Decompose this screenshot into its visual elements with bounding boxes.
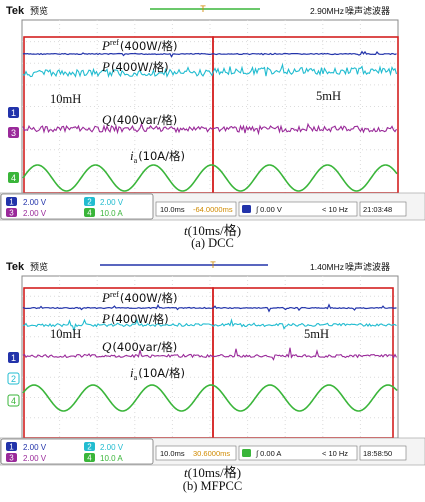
scope-screen-mfpcc: Tek 预览 T 1.40MHz 噪声滤波器 1 2 4 Pref(400W/格…: [0, 260, 425, 466]
svg-text:2.00 V: 2.00 V: [100, 443, 124, 452]
offset-readout[interactable]: 30.6000ms: [193, 449, 230, 458]
brand-logo: Tek: [6, 261, 25, 273]
time-axis-caption-a: t(10ms/格): [183, 223, 242, 238]
pref-annotation: Pref(400W/格): [101, 290, 178, 305]
pref-trace: [22, 50, 397, 58]
q-trace: [22, 122, 397, 136]
q-annotation: Q(400var/格): [102, 112, 177, 127]
right-inductance-label: 5mH: [316, 89, 341, 103]
clock-readout: 18:58:50: [363, 449, 392, 458]
svg-text:3: 3: [9, 209, 14, 218]
channel-4-marker[interactable]: 4: [8, 172, 19, 183]
figure-caption-a: (a) DCC: [191, 236, 234, 250]
pref-annotation: Pref(400W/格): [101, 38, 178, 53]
scope-screen-dcc: Tek 预览 T 2.90MHz 噪声滤波器 1 3 4: [0, 4, 425, 221]
svg-text:2: 2: [87, 443, 92, 452]
sample-rate: 1.40MHz: [310, 262, 344, 272]
left-inductance-label: 10mH: [50, 327, 81, 341]
scope-panel-dcc: Tek 预览 T 2.90MHz 噪声滤波器 1 3 4: [0, 0, 425, 222]
svg-text:4: 4: [11, 396, 16, 406]
p-annotation: P(400W/格): [101, 311, 169, 326]
svg-text:2.00 V: 2.00 V: [23, 209, 47, 218]
svg-text:1: 1: [11, 353, 16, 363]
svg-text:4: 4: [87, 454, 92, 463]
channel-3-readout[interactable]: 3 2.00 V: [6, 208, 47, 218]
filter-label: 噪声滤波器: [345, 5, 390, 17]
channel-4-readout[interactable]: 4 10.0 A: [84, 453, 123, 463]
q-trace: [22, 347, 397, 361]
trigger-level-readout[interactable]: ∫ 0.00 V: [255, 205, 282, 214]
channel-1-readout[interactable]: 1 2.00 V: [6, 442, 47, 452]
current-trace: [22, 384, 398, 412]
channel-3-readout[interactable]: 3 2.00 V: [6, 453, 47, 463]
time-axis-caption-b: t(10ms/格): [183, 465, 242, 480]
figure-caption-b: (b) MFPCC: [182, 479, 243, 493]
left-inductance-label: 10mH: [50, 92, 81, 106]
svg-text:2.00 V: 2.00 V: [23, 443, 47, 452]
current-trace: [22, 164, 398, 192]
svg-text:1: 1: [9, 198, 14, 207]
trigger-level-readout[interactable]: ∫ 0.00 A: [255, 449, 281, 458]
svg-text:4: 4: [11, 173, 16, 183]
current-annotation: ia(10A/格): [130, 148, 185, 165]
mode-label: 预览: [30, 261, 48, 273]
svg-text:4: 4: [87, 209, 92, 218]
mode-label: 预览: [30, 5, 48, 17]
frequency-readout: < 10 Hz: [322, 205, 348, 214]
q-annotation: Q(400var/格): [102, 339, 177, 354]
frequency-readout: < 10 Hz: [322, 449, 348, 458]
trigger-position-icon: T: [200, 4, 206, 14]
svg-text:2.00 V: 2.00 V: [23, 198, 47, 207]
channel-1-marker[interactable]: 1: [8, 107, 19, 118]
svg-text:3: 3: [11, 128, 16, 138]
right-inductance-label: 5mH: [304, 327, 329, 341]
timebase-readout[interactable]: 10.0ms: [160, 449, 185, 458]
current-annotation: ia(10A/格): [130, 365, 185, 382]
svg-text:10.0 A: 10.0 A: [100, 454, 123, 463]
p-trace: [22, 318, 397, 333]
svg-text:2: 2: [87, 198, 92, 207]
svg-text:1: 1: [11, 108, 16, 118]
svg-text:2.00 V: 2.00 V: [100, 198, 124, 207]
svg-text:2: 2: [11, 374, 16, 384]
scope-panel-mfpcc: Tek 预览 T 1.40MHz 噪声滤波器 1 2 4 Pref(400W/格…: [0, 256, 425, 466]
filter-label: 噪声滤波器: [345, 261, 390, 273]
channel-4-readout[interactable]: 4 10.0 A: [84, 208, 123, 218]
clock-readout: 21:03:48: [363, 205, 392, 214]
trigger-source-icon: [242, 449, 251, 457]
channel-2-marker[interactable]: 2: [7, 372, 20, 385]
svg-text:3: 3: [9, 454, 14, 463]
channel-3-marker[interactable]: 3: [8, 127, 19, 138]
status-bar: 1 2.00 V 2 2.00 V 3 2.00 V 4 10.0 A 10.0…: [0, 192, 425, 221]
pref-trace: [22, 303, 397, 313]
status-bar: 1 2.00 V 2 2.00 V 3 2.00 V 4 10.0 A 10.0…: [0, 437, 425, 466]
trigger-position-icon: T: [210, 260, 216, 270]
offset-readout[interactable]: -64.0000ms: [193, 205, 233, 214]
svg-text:2.00 V: 2.00 V: [23, 454, 47, 463]
channel-2-readout[interactable]: 2 2.00 V: [84, 197, 124, 207]
p-trace: [22, 62, 398, 78]
channel-1-readout[interactable]: 1 2.00 V: [6, 197, 47, 207]
trigger-source-icon: [242, 205, 251, 213]
p-annotation: P(400W/格): [101, 59, 169, 74]
svg-text:10.0 A: 10.0 A: [100, 209, 123, 218]
channel-4-marker[interactable]: 4: [7, 394, 20, 407]
channel-2-readout[interactable]: 2 2.00 V: [84, 442, 124, 452]
channel-1-marker[interactable]: 1: [8, 352, 19, 363]
sample-rate: 2.90MHz: [310, 6, 344, 16]
brand-logo: Tek: [6, 5, 25, 17]
timebase-readout[interactable]: 10.0ms: [160, 205, 185, 214]
svg-text:1: 1: [9, 443, 14, 452]
